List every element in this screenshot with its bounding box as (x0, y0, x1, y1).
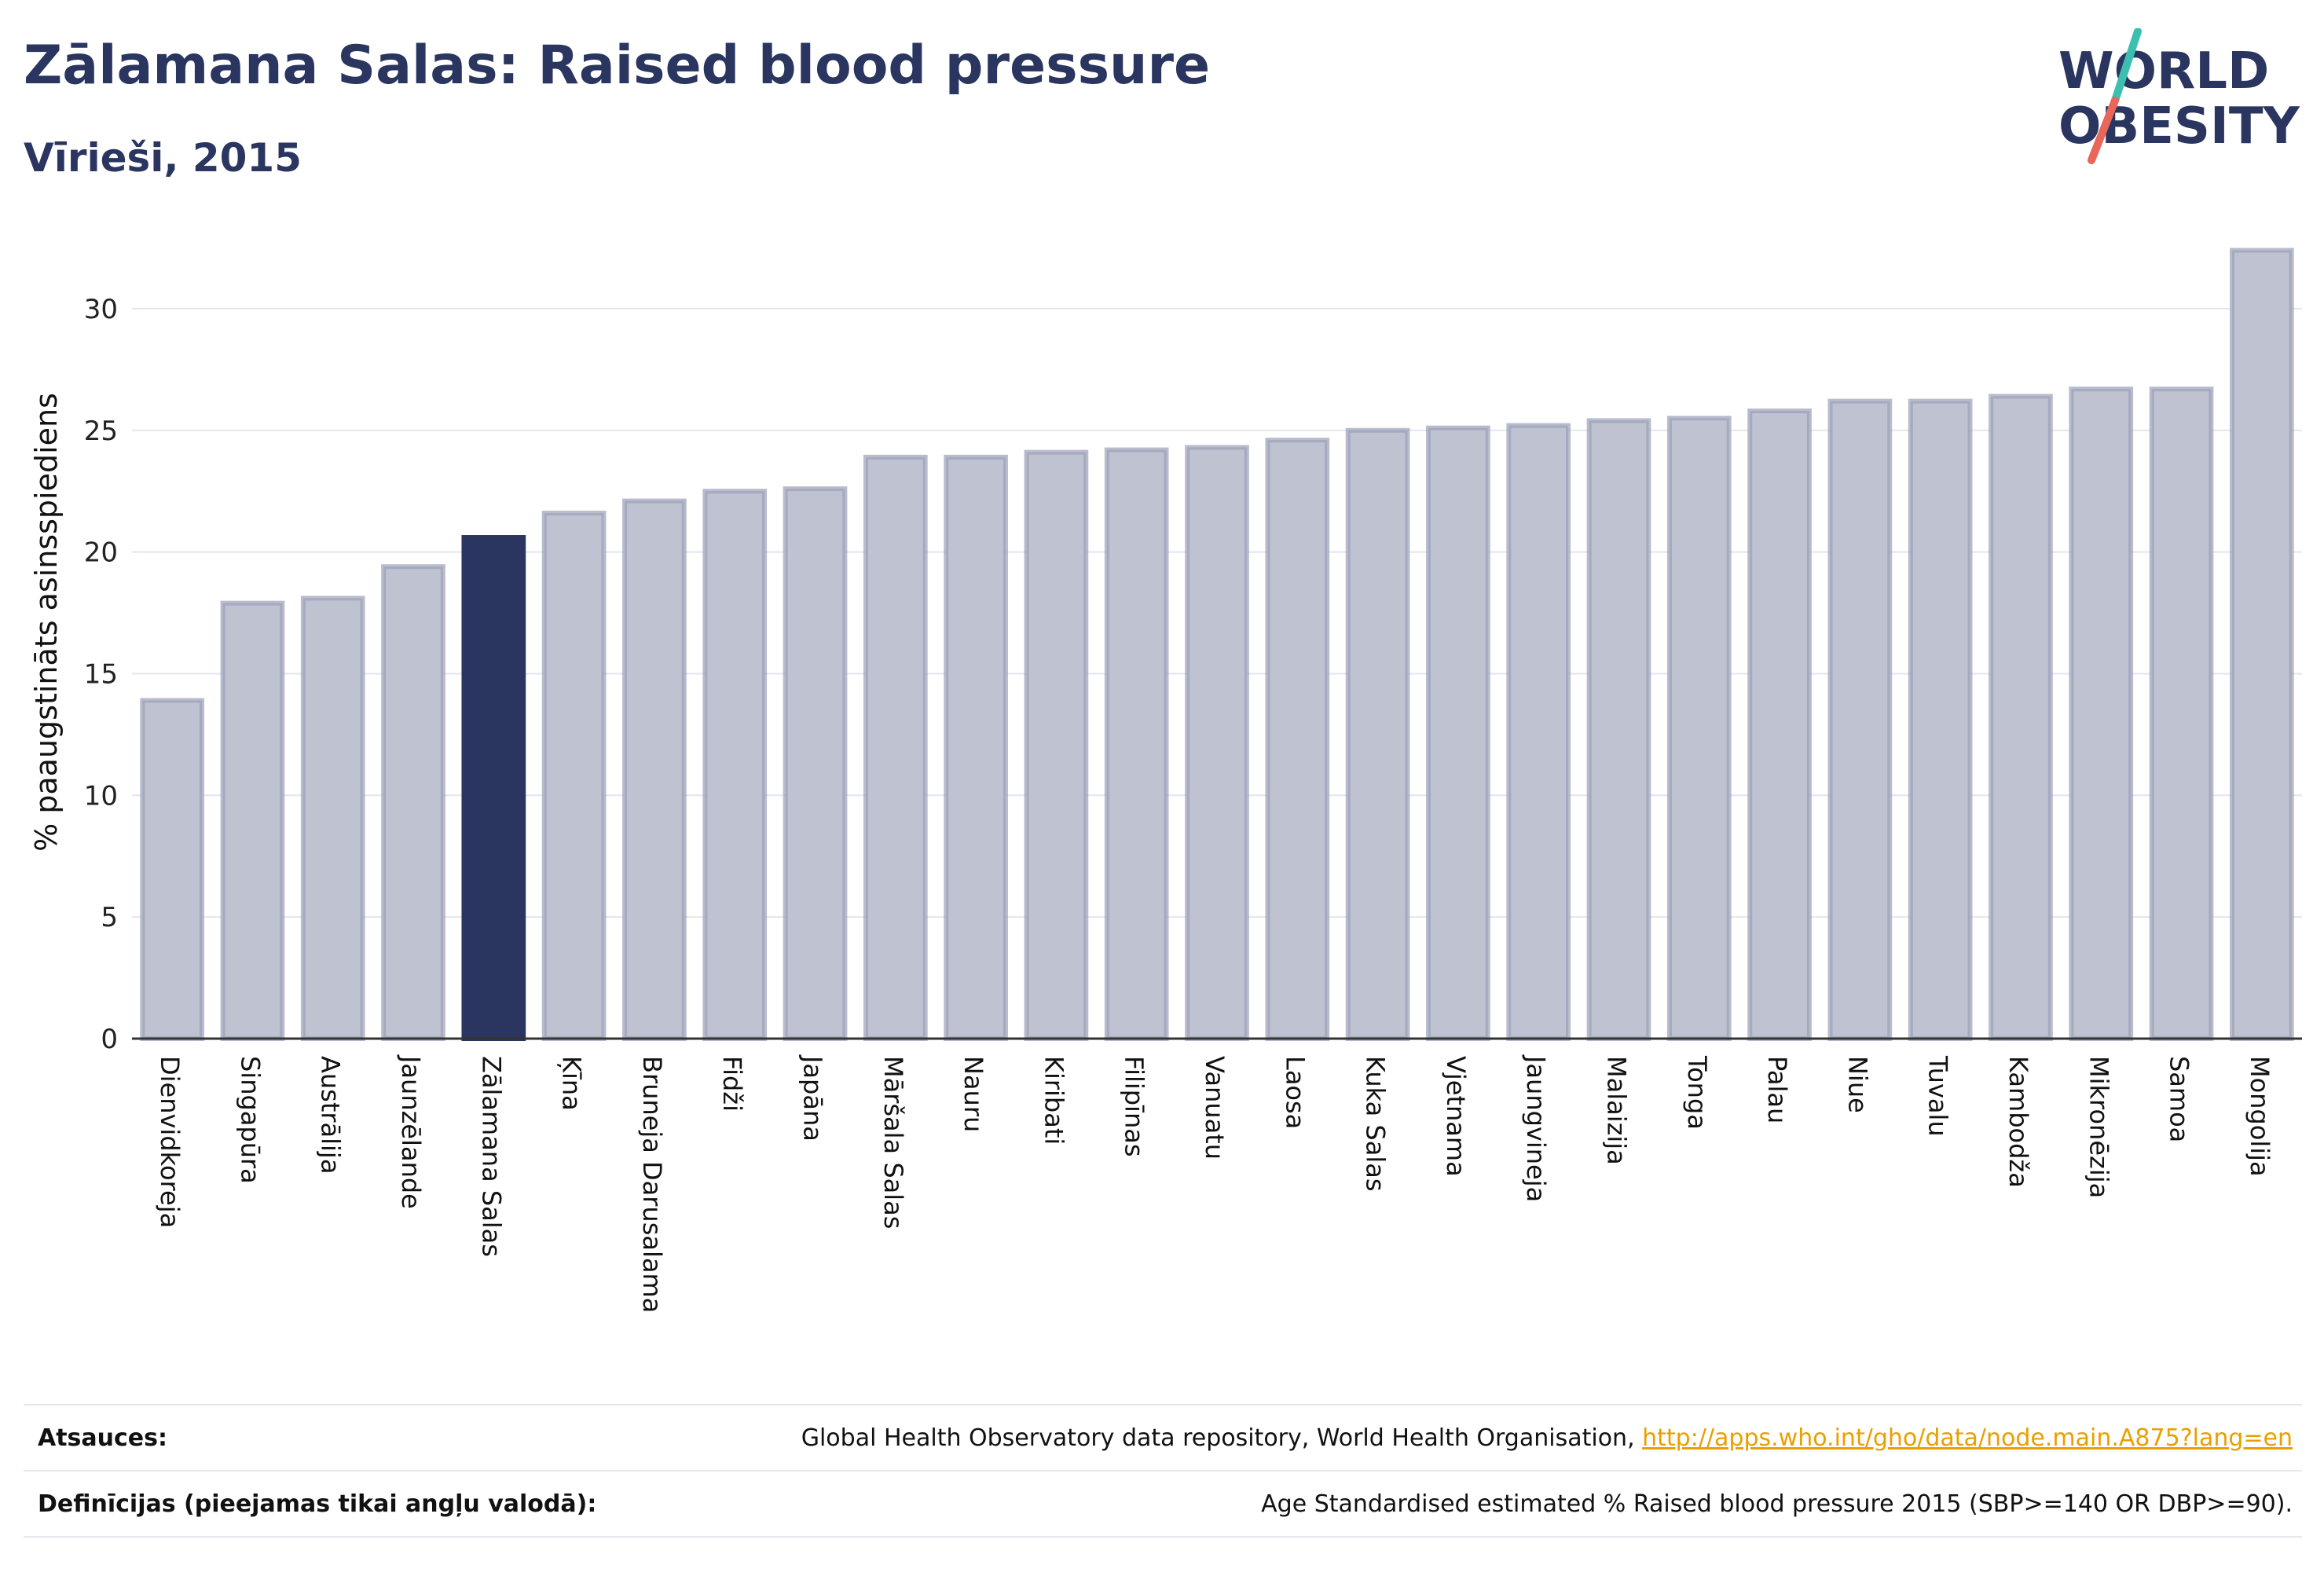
sources-value: Global Health Observatory data repositor… (801, 1424, 2302, 1452)
bar[interactable] (1506, 423, 1571, 1041)
chart-subtitle: Vīrieši, 2015 (24, 135, 302, 181)
x-tick-label: Tonga (1682, 1055, 1712, 1130)
bar[interactable] (783, 486, 848, 1041)
x-tick-label: Jaunzēlande (396, 1054, 426, 1209)
sources-row: Atsauces: Global Health Observatory data… (24, 1404, 2302, 1470)
bar[interactable] (1185, 445, 1249, 1041)
y-tick-label: 15 (84, 658, 118, 690)
bar[interactable] (2149, 387, 2214, 1042)
x-tick-label: Japāna (798, 1054, 828, 1142)
bar[interactable] (1426, 425, 1490, 1041)
category-labels: Dienvidkoreja Singapūra Austrālija Jaunzēla… (155, 1054, 2275, 1313)
logo-slash-coral (2088, 97, 2119, 164)
x-tick-label: Bruneja Darusalama (637, 1056, 667, 1313)
x-tick-label: Vanuatu (1200, 1056, 1230, 1160)
logo-slash-teal (2111, 28, 2142, 104)
bars (140, 247, 2294, 1042)
definitions-label: Definīcijas (pieejamas tikai angļu valod… (38, 1490, 597, 1518)
footer: Atsauces: Global Health Observatory data… (24, 1404, 2302, 1538)
definitions-row: Definīcijas (pieejamas tikai angļu valod… (24, 1470, 2302, 1538)
y-tick-label: 5 (101, 902, 118, 933)
x-tick-label: Samoa (2165, 1056, 2194, 1142)
y-axis-title: % paaugstināts asinsspiediens (29, 393, 64, 852)
x-tick-label: Kuka Salas (1361, 1056, 1391, 1192)
x-tick-label: Dienvidkoreja (155, 1056, 185, 1228)
bar[interactable] (1345, 427, 1410, 1041)
bar[interactable] (1024, 449, 1089, 1041)
x-tick-label: Māršala Salas (878, 1056, 908, 1229)
bar[interactable] (381, 564, 445, 1041)
x-tick-label: Vjetnama (1441, 1056, 1471, 1177)
chart-title: Zālamana Salas: Raised blood pressure (24, 35, 1211, 97)
x-tick-label: Palau (1762, 1056, 1792, 1123)
bar[interactable] (1265, 438, 1330, 1041)
x-tick-label: Filipīnas (1120, 1056, 1149, 1157)
bar[interactable] (622, 498, 687, 1041)
bar[interactable] (944, 454, 1008, 1041)
bar[interactable] (1104, 447, 1169, 1041)
bar[interactable] (1666, 416, 1732, 1041)
axes: 0 5 10 15 20 25 30 (84, 294, 2302, 1055)
x-tick-label: Mongolija (2245, 1056, 2275, 1177)
x-tick-label: Zālamana Salas (476, 1056, 506, 1257)
x-tick-label: Ķīna (557, 1056, 587, 1111)
sources-label: Atsauces: (38, 1424, 167, 1452)
bar[interactable] (461, 535, 526, 1041)
x-tick-label: Niue (1842, 1056, 1872, 1113)
bar[interactable] (1747, 408, 1812, 1041)
bar[interactable] (140, 698, 204, 1042)
bar[interactable] (2230, 247, 2294, 1041)
sources-link[interactable]: http://apps.who.int/gho/data/node.main.A… (1642, 1424, 2293, 1452)
bar[interactable] (1908, 398, 1973, 1041)
bar[interactable] (1827, 398, 1893, 1041)
x-tick-label: Tuvalu (1923, 1055, 1953, 1137)
x-tick-label: Kiribati (1039, 1056, 1069, 1145)
bar[interactable] (541, 511, 607, 1041)
x-tick-label: Austrālija (316, 1056, 346, 1174)
bar[interactable] (1586, 418, 1651, 1041)
definitions-text: Age Standardised estimated % Raised bloo… (1261, 1490, 2293, 1518)
x-tick-label: Mikronēzija (2084, 1056, 2113, 1198)
logo-text-world: WORLD (2058, 42, 2269, 101)
x-tick-label: Laosa (1280, 1056, 1310, 1129)
world-obesity-logo: WORLD OBESITY (2058, 28, 2300, 164)
bar[interactable] (300, 596, 365, 1041)
bar[interactable] (220, 600, 285, 1041)
y-tick-label: 10 (84, 780, 118, 812)
bar[interactable] (863, 454, 928, 1041)
y-tick-label: 20 (84, 537, 118, 569)
bar[interactable] (1989, 394, 2053, 1041)
sources-text: Global Health Observatory data repositor… (801, 1424, 1643, 1452)
y-tick-label: 25 (84, 416, 118, 447)
y-tick-label: 0 (101, 1024, 118, 1055)
bar[interactable] (2069, 387, 2134, 1042)
bar[interactable] (702, 489, 768, 1041)
x-tick-label: Fidži (717, 1056, 747, 1112)
x-tick-label: Singapūra (235, 1056, 265, 1184)
y-tick-label: 30 (84, 294, 118, 325)
x-tick-label: Jaungvineja (1521, 1054, 1551, 1202)
x-tick-label: Malaizija (1601, 1056, 1631, 1165)
x-tick-label: Nauru (959, 1056, 988, 1132)
x-tick-label: Kambodža (2003, 1056, 2033, 1188)
